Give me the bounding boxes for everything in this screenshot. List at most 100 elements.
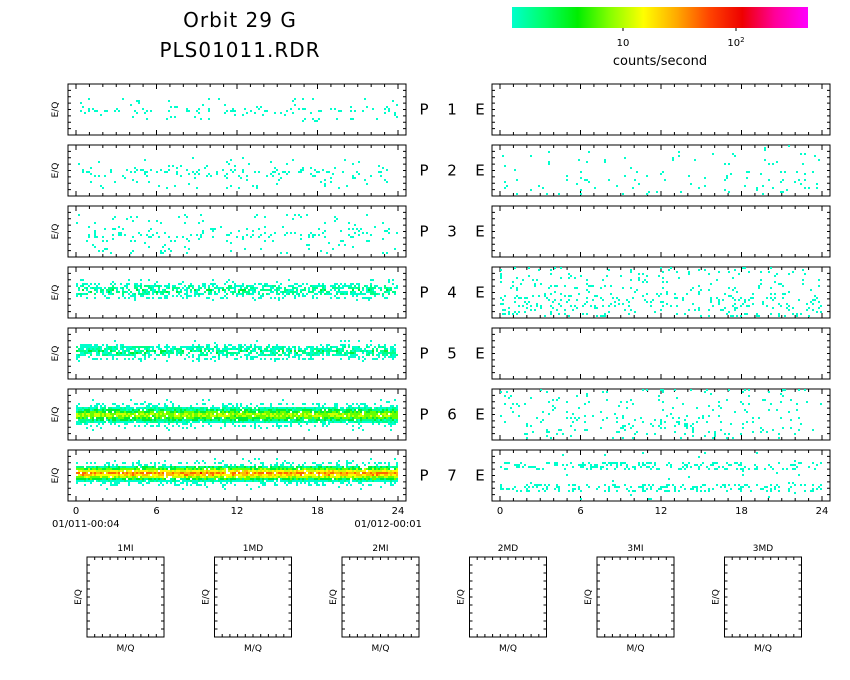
data-cell xyxy=(130,415,132,417)
left-panel-3 xyxy=(67,205,407,258)
data-cell xyxy=(118,234,120,236)
data-cell xyxy=(348,222,350,224)
data-cell xyxy=(160,482,162,484)
data-cell xyxy=(250,287,252,289)
data-cell xyxy=(146,415,148,417)
data-cell xyxy=(234,415,236,417)
data-cell xyxy=(84,419,86,421)
data-cell xyxy=(192,478,194,480)
data-cell xyxy=(100,287,102,289)
data-cell xyxy=(138,482,140,484)
data-cell xyxy=(324,417,326,419)
data-cell xyxy=(94,232,96,234)
data-cell xyxy=(98,287,100,289)
data-cell xyxy=(330,348,332,350)
data-cell xyxy=(158,484,160,486)
data-cell xyxy=(320,413,322,415)
data-cell xyxy=(186,472,188,474)
data-cell xyxy=(162,480,164,482)
data-cell xyxy=(260,415,262,417)
data-cell xyxy=(278,419,280,421)
data-cell xyxy=(238,289,240,291)
data-cell xyxy=(88,285,90,287)
data-cell xyxy=(142,421,144,423)
data-cell xyxy=(304,287,306,289)
data-cell xyxy=(344,293,346,295)
data-cell xyxy=(112,350,114,352)
data-cell xyxy=(214,417,216,419)
data-cell xyxy=(252,297,254,299)
data-cell xyxy=(390,405,392,407)
data-cell xyxy=(188,110,190,112)
data-cell xyxy=(264,413,266,415)
data-cell xyxy=(246,228,248,230)
data-cell xyxy=(166,474,168,476)
data-cell xyxy=(134,415,136,417)
data-cell xyxy=(156,478,158,480)
data-cell xyxy=(312,415,314,417)
data-cell xyxy=(374,287,376,289)
data-cell xyxy=(108,346,110,348)
data-cell xyxy=(392,346,394,348)
data-cell xyxy=(210,175,212,177)
data-cell xyxy=(108,293,110,295)
data-cell xyxy=(184,214,186,216)
data-cell xyxy=(378,419,380,421)
data-cell xyxy=(142,169,144,171)
data-cell xyxy=(238,415,240,417)
data-cell xyxy=(252,293,254,295)
data-cell xyxy=(276,287,278,289)
data-cell xyxy=(174,287,176,289)
data-cell xyxy=(158,478,160,480)
data-cell xyxy=(130,399,132,401)
data-cell xyxy=(76,411,78,413)
data-cell xyxy=(254,421,256,423)
data-cell xyxy=(214,419,216,421)
data-cell xyxy=(224,344,226,346)
data-cell xyxy=(334,480,336,482)
data-cell xyxy=(366,287,368,289)
data-cell xyxy=(244,409,246,411)
data-cell xyxy=(280,466,282,468)
data-cell xyxy=(292,462,294,464)
data-cell xyxy=(138,470,140,472)
data-cell xyxy=(370,175,372,177)
data-cell xyxy=(250,417,252,419)
data-cell xyxy=(96,354,98,356)
data-cell xyxy=(266,285,268,287)
data-cell xyxy=(168,352,170,354)
data-cell xyxy=(292,403,294,405)
data-cell xyxy=(208,348,210,350)
data-cell xyxy=(380,405,382,407)
data-cell xyxy=(180,415,182,417)
data-cell xyxy=(170,415,172,417)
data-cell xyxy=(162,246,164,248)
data-cell xyxy=(194,415,196,417)
data-cell xyxy=(286,293,288,295)
data-cell xyxy=(384,352,386,354)
data-cell xyxy=(256,476,258,478)
data-cell xyxy=(84,409,86,411)
data-cell xyxy=(338,417,340,419)
data-cell xyxy=(242,476,244,478)
data-cell xyxy=(76,346,78,348)
data-cell xyxy=(316,120,318,122)
data-cell xyxy=(250,470,252,472)
data-cell xyxy=(336,350,338,352)
data-cell xyxy=(308,470,310,472)
data-cell xyxy=(316,464,318,466)
data-cell xyxy=(242,419,244,421)
data-cell xyxy=(286,358,288,360)
data-cell xyxy=(250,344,252,346)
data-cell xyxy=(352,293,354,295)
data-cell xyxy=(312,474,314,476)
data-cell xyxy=(246,411,248,413)
data-cell xyxy=(370,421,372,423)
data-cell xyxy=(118,468,120,470)
data-cell xyxy=(302,352,304,354)
data-cell xyxy=(110,482,112,484)
data-cell xyxy=(226,407,228,409)
data-cell xyxy=(304,358,306,360)
data-cell xyxy=(90,291,92,293)
data-cell xyxy=(176,480,178,482)
